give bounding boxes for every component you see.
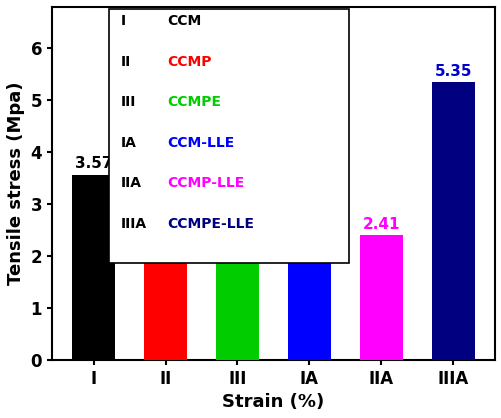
Bar [72,175,115,360]
Text: 3.57: 3.57 [75,156,112,171]
Bar [215,107,259,360]
Text: IIA: IIA [120,176,141,190]
Bar [287,197,330,360]
Text: I: I [120,14,125,28]
Bar [359,235,402,360]
Text: II: II [120,55,131,69]
Text: 4.86: 4.86 [218,89,256,104]
Text: CCMP: CCMP [167,55,211,69]
Text: CCM: CCM [167,14,201,28]
Y-axis label: Tensile stress (Mpa): Tensile stress (Mpa) [7,82,25,285]
Text: III: III [120,95,136,109]
Text: IA: IA [120,136,136,150]
Text: CCM-LLE: CCM-LLE [167,136,234,150]
FancyBboxPatch shape [109,9,348,263]
Bar [144,215,187,360]
Text: 5.35: 5.35 [434,64,471,79]
X-axis label: Strain (%): Strain (%) [222,393,324,411]
Text: CCMPE: CCMPE [167,95,220,109]
Text: IIIA: IIIA [120,217,146,231]
Text: 2.41: 2.41 [362,217,399,232]
Text: CCMPE-LLE: CCMPE-LLE [167,217,254,231]
Text: 3.13: 3.13 [290,179,328,194]
Text: CCMP-LLE: CCMP-LLE [167,176,244,190]
Bar [431,82,474,360]
Text: 2.79: 2.79 [146,197,184,212]
